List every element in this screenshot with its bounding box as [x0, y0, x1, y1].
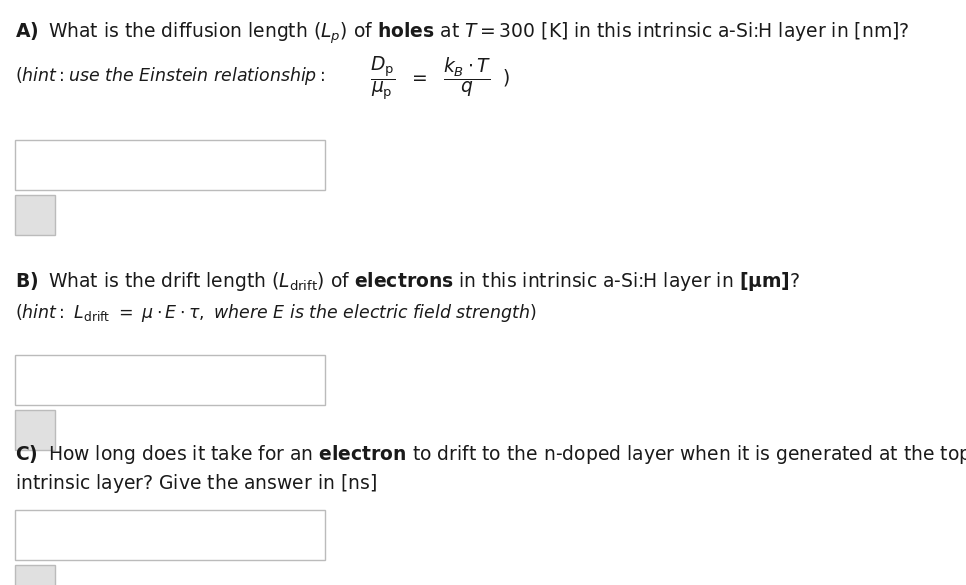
Text: $\mathbf{B)}$: $\mathbf{B)}$ — [15, 270, 39, 292]
Bar — [15, 355, 325, 405]
Text: $\mathit{(hint:\ }L_\mathrm{drift}\ =\ \mu \cdot E \cdot \tau\mathit{,\ where\ }: $\mathit{(hint:\ }L_\mathrm{drift}\ =\ \… — [15, 302, 537, 324]
Text: $\mathit{(hint: use\ the\ Einstein\ relationship:}$: $\mathit{(hint: use\ the\ Einstein\ rela… — [15, 65, 326, 87]
Text: What is the diffusion length $(L_p)$ of $\mathbf{holes}$ at $T = 300\ \left[\mat: What is the diffusion length $(L_p)$ of … — [48, 20, 910, 46]
Text: $\dfrac{D_\mathrm{p}}{\mu_\mathrm{p}}\ \ =\ \ \dfrac{k_B \cdot T}{q}\ \ )$: $\dfrac{D_\mathrm{p}}{\mu_\mathrm{p}}\ \… — [370, 55, 510, 102]
Text: What is the drift length $(L_\mathrm{drift})$ of $\mathbf{electrons}$ in this in: What is the drift length $(L_\mathrm{dri… — [48, 270, 800, 293]
Bar — [15, 565, 55, 585]
Bar — [15, 140, 325, 190]
Text: $\mathbf{C)}$: $\mathbf{C)}$ — [15, 443, 38, 465]
Text: How long does it take for an $\mathbf{electron}$ to drift to the n-doped layer w: How long does it take for an $\mathbf{el… — [48, 443, 966, 466]
Bar — [15, 410, 55, 450]
Text: $\mathbf{A)}$: $\mathbf{A)}$ — [15, 20, 39, 42]
Bar — [15, 195, 55, 235]
Bar — [15, 510, 325, 560]
Text: intrinsic layer? Give the answer in $\left[\mathrm{ns}\right]$: intrinsic layer? Give the answer in $\le… — [15, 472, 377, 495]
